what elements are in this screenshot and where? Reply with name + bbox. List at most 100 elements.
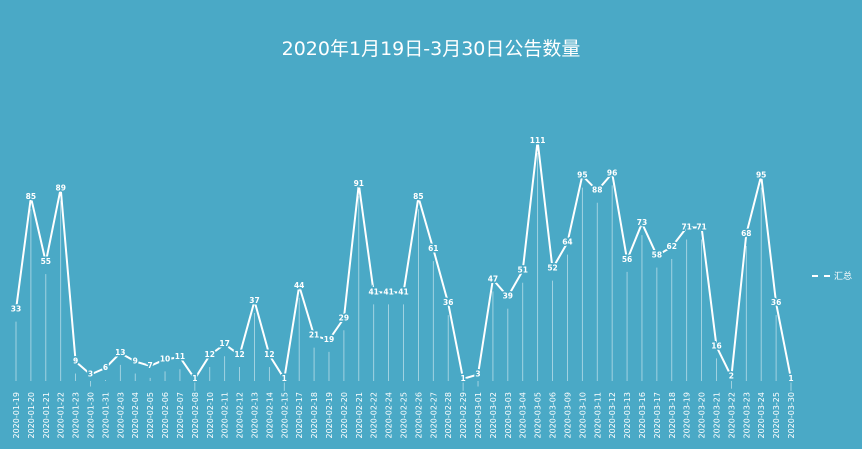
x-tick-label: 2020-03-23 — [742, 392, 751, 439]
x-tick-label: 2020-03-22 — [727, 392, 736, 439]
data-label: 52 — [547, 264, 557, 273]
data-label: 41 — [398, 287, 408, 296]
x-tick-label: 2020-02-29 — [459, 392, 468, 439]
data-label: 61 — [428, 244, 438, 253]
data-label: 91 — [354, 179, 364, 188]
data-label: 68 — [741, 229, 751, 238]
x-tick-label: 2020-03-16 — [638, 392, 647, 439]
x-tick-label: 2020-02-17 — [295, 392, 304, 439]
x-tick-label: 2020-03-30 — [787, 392, 796, 439]
data-label: 47 — [488, 274, 498, 283]
data-label: 29 — [339, 313, 349, 322]
x-tick-label: 2020-01-30 — [87, 392, 96, 439]
data-label: 36 — [443, 298, 453, 307]
data-label: 6 — [103, 363, 108, 372]
data-label: 95 — [577, 171, 587, 180]
x-tick-label: 2020-01-21 — [42, 392, 51, 439]
data-label: 71 — [681, 222, 691, 231]
data-label: 37 — [249, 296, 259, 305]
data-label: 10 — [160, 354, 170, 363]
legend-label: 汇总 — [834, 272, 853, 282]
data-label: 95 — [756, 171, 766, 180]
x-tick-label: 2020-02-27 — [429, 392, 438, 439]
data-label: 88 — [592, 186, 602, 195]
x-tick-label: 2020-02-13 — [250, 392, 259, 439]
data-label: 36 — [771, 298, 781, 307]
data-label: 41 — [383, 287, 393, 296]
data-label: 41 — [368, 287, 378, 296]
data-label: 64 — [562, 238, 572, 247]
x-tick-label: 2020-02-25 — [400, 392, 409, 439]
legend-swatch — [812, 274, 830, 277]
data-label: 55 — [41, 257, 51, 266]
x-tick-label: 2020-02-14 — [265, 392, 274, 439]
data-label: 44 — [294, 281, 304, 290]
x-tick-label: 2020-02-19 — [325, 392, 334, 439]
data-label: 39 — [503, 292, 513, 301]
data-label: 16 — [711, 341, 721, 350]
x-tick-label: 2020-03-20 — [698, 392, 707, 439]
data-label: 85 — [413, 192, 423, 201]
data-label: 19 — [324, 335, 334, 344]
data-label: 1 — [192, 374, 197, 383]
x-tick-label: 2020-03-13 — [623, 392, 632, 439]
chart-title: 2020年1月19日-3月30日公告数量 — [281, 38, 581, 60]
x-tick-label: 2020-02-22 — [370, 392, 379, 439]
data-label: 12 — [264, 350, 274, 359]
x-tick-label: 2020-02-10 — [206, 392, 215, 439]
x-tick-label: 2020-02-18 — [310, 392, 319, 439]
data-label: 71 — [696, 222, 706, 231]
data-label: 13 — [115, 348, 125, 357]
x-tick-label: 2020-02-28 — [444, 392, 453, 439]
x-tick-label: 2020-03-04 — [519, 392, 528, 439]
data-label: 89 — [55, 184, 65, 193]
data-label: 56 — [622, 255, 632, 264]
data-label: 7 — [148, 361, 153, 370]
x-tick-label: 2020-03-01 — [474, 392, 483, 439]
x-tick-label: 2020-02-20 — [340, 392, 349, 439]
data-label: 51 — [518, 266, 528, 275]
data-label: 17 — [219, 339, 229, 348]
x-tick-label: 2020-02-04 — [131, 392, 140, 439]
x-tick-label: 2020-03-11 — [593, 392, 602, 439]
x-tick-label: 2020-02-05 — [146, 392, 155, 439]
x-tick-label: 2020-01-19 — [12, 392, 21, 439]
data-label: 1 — [282, 374, 287, 383]
x-tick-label: 2020-03-02 — [489, 392, 498, 439]
data-label: 11 — [175, 352, 185, 361]
x-tick-label: 2020-03-09 — [563, 392, 572, 439]
x-tick-label: 2020-01-22 — [57, 392, 66, 439]
x-tick-label: 2020-03-21 — [712, 392, 721, 439]
x-tick-label: 2020-03-12 — [608, 392, 617, 439]
data-label: 12 — [234, 350, 244, 359]
data-label: 85 — [26, 192, 36, 201]
x-tick-label: 2020-03-18 — [668, 392, 677, 439]
x-tick-label: 2020-02-24 — [385, 392, 394, 439]
data-label: 73 — [637, 218, 647, 227]
x-tick-label: 2020-02-26 — [414, 392, 423, 439]
legend[interactable]: 汇总 — [812, 269, 852, 282]
x-tick-label: 2020-03-10 — [578, 392, 587, 439]
data-label: 111 — [530, 136, 546, 145]
x-tick-label: 2020-02-06 — [161, 392, 170, 439]
x-tick-label: 2020-03-25 — [772, 392, 781, 439]
x-tick-label: 2020-02-07 — [176, 392, 185, 439]
data-label: 33 — [11, 305, 21, 314]
data-label: 9 — [133, 357, 138, 366]
x-tick-label: 2020-03-17 — [653, 392, 662, 439]
x-tick-label: 2020-02-21 — [355, 392, 364, 439]
x-tick-label: 2020-03-05 — [534, 392, 543, 439]
data-label: 9 — [73, 357, 78, 366]
data-label: 2 — [729, 372, 734, 381]
data-label: 3 — [475, 370, 480, 379]
x-tick-label: 2020-02-08 — [191, 392, 200, 439]
x-tick-label: 2020-03-06 — [549, 392, 558, 439]
x-tick-label: 2020-02-12 — [236, 392, 245, 439]
series-line — [15, 140, 792, 382]
data-label: 3 — [88, 370, 93, 379]
x-tick-label: 2020-01-31 — [101, 392, 110, 439]
x-tick-label: 2020-01-23 — [72, 392, 81, 439]
x-tick-label: 2020-03-19 — [683, 392, 692, 439]
data-label: 62 — [667, 242, 677, 251]
